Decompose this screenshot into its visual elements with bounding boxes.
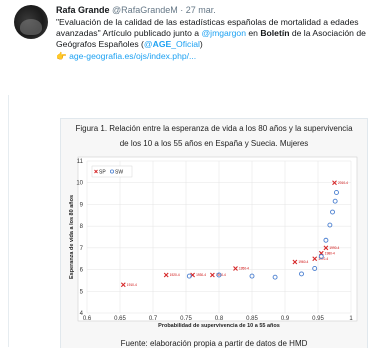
- sw-point: [323, 237, 329, 243]
- plot-area: [77, 156, 358, 322]
- tweet-text-line-3: Geógrafos Españoles (@AGE_Oficial): [56, 39, 361, 50]
- sp-point: 1910-4: [120, 282, 137, 288]
- sp-point: 2010-4: [332, 180, 348, 186]
- x-tick-label: 1: [349, 316, 353, 322]
- mention-bold: AGE: [152, 39, 172, 50]
- sw-point: [299, 271, 304, 277]
- sp-point: 1990-4: [323, 245, 340, 251]
- y-tick-label: 4: [80, 311, 84, 317]
- legend-box: [91, 165, 133, 178]
- x-tick-label: 0.8: [215, 316, 224, 322]
- sw-point: [312, 266, 318, 271]
- author-handle[interactable]: @RafaGrandeM: [112, 5, 178, 15]
- text-fragment: avanzadas" Artículo publicado junto a: [56, 28, 202, 39]
- legend-marker: [110, 169, 115, 174]
- text-fragment: de la Asociación de: [289, 28, 366, 39]
- point-label: 1980-4: [325, 251, 335, 255]
- point-label: 1950-4: [239, 267, 249, 271]
- point-label: 2010-4: [338, 181, 348, 185]
- sp-point: 1920-4: [163, 272, 180, 278]
- sw-point: [249, 273, 255, 279]
- mention-link[interactable]: @AGE_Oficial: [144, 39, 200, 49]
- x-tick-label: 0.75: [180, 316, 192, 322]
- sp-point: 1970-4: [312, 256, 328, 262]
- text-fragment: en: [246, 28, 261, 39]
- tweet-text-line-1: "Evaluación de la calidad de las estadís…: [56, 17, 359, 27]
- point-label: 1920-4: [170, 273, 180, 277]
- mention-link[interactable]: @jmgargon: [201, 28, 246, 39]
- sp-marker-stroke: [332, 180, 337, 186]
- y-tick-label: 11: [77, 159, 84, 165]
- sw-point: [318, 254, 324, 259]
- header-separator: ·: [177, 5, 186, 15]
- point-label: 1990-4: [329, 246, 339, 250]
- legend: SP SW: [91, 165, 133, 178]
- sw-point: [272, 274, 278, 280]
- y-tick-label: 7: [80, 246, 84, 252]
- sp-marker-stroke: [163, 272, 169, 278]
- avatar[interactable]: [14, 5, 48, 39]
- x-tick-label: 0.6: [83, 316, 92, 322]
- sw-point: [327, 222, 333, 228]
- point-label: 1910-4: [127, 283, 137, 287]
- sp-marker-stroke: [323, 245, 329, 251]
- legend-label: SW: [115, 170, 123, 176]
- sw-point: [330, 209, 335, 215]
- figure-caption-line-2: de los 10 a los 55 años en España y Suec…: [119, 139, 309, 148]
- sp-marker-stroke: [292, 259, 298, 265]
- mention-rest: _Oficial: [171, 39, 200, 50]
- x-tick-label: 0.95: [312, 316, 324, 322]
- y-tick-label: 10: [76, 181, 83, 187]
- tweet-text-line-2: avanzadas" Artículo publicado junto a @j…: [56, 28, 366, 39]
- sp-marker-stroke: [312, 256, 318, 262]
- mention-at: @: [143, 39, 153, 50]
- sp-marker-stroke: [210, 272, 215, 278]
- y-tick-label: 8: [80, 224, 84, 230]
- point-label: 1970-4: [318, 257, 328, 261]
- tweet-header: Rafa Grande @RafaGrandeM · 27 mar.: [56, 5, 216, 15]
- legend-label: SP: [99, 170, 106, 176]
- sp-point: 1960-4: [292, 259, 309, 265]
- text-bold: Boletín: [260, 28, 290, 39]
- x-tick-label: 0.7: [149, 316, 158, 322]
- sp-marker-stroke: [233, 266, 238, 271]
- tweet-text: "Evaluación de la calidad de las estadís…: [56, 17, 366, 62]
- x-tick-label: 0.9: [281, 316, 290, 322]
- figure-caption-line-1: Figura 1. Relación entre la esperanza de…: [75, 124, 353, 133]
- sw-point: [216, 272, 222, 278]
- sp-marker-stroke: [120, 282, 126, 288]
- y-axis-label: Esperanza de vida a los 80 años: [69, 195, 75, 279]
- sw-point: [332, 198, 338, 204]
- sw-point: [186, 273, 192, 279]
- sp-point: 1950-4: [233, 266, 249, 271]
- legend-marker: [94, 169, 98, 174]
- sw-point: [334, 190, 339, 195]
- text-fragment: ): [199, 39, 203, 50]
- x-axis-label: Probabilidad de supervivencia de 10 a 55…: [158, 323, 280, 329]
- figure-source: Fuente: elaboración propia a partir de d…: [120, 339, 308, 348]
- media-card[interactable]: Figura 1. Relación entre la esperanza de…: [60, 118, 368, 348]
- tweet-text-line-4: 👉 age-geografia.es/ojs/index.php/...: [56, 51, 361, 62]
- y-tick-label: 6: [80, 268, 84, 274]
- point-label: 1930-4: [196, 273, 206, 277]
- tick-labels: 4 5 6 7 8 9 10 11 0.6 0.65 0.7 0.75 0.8 0.85 0.9 0.95 1: [76, 159, 353, 322]
- x-tick-label: 0.85: [246, 316, 258, 322]
- point-label: 1960-4: [298, 260, 308, 264]
- tweet-time[interactable]: 27 mar.: [185, 5, 216, 15]
- text-fragment: Geógrafos Españoles (: [56, 39, 144, 50]
- thread-line: [8, 95, 9, 347]
- y-tick-label: 9: [80, 202, 84, 208]
- y-tick-label: 5: [80, 289, 84, 295]
- article-url-link[interactable]: age-geografia.es/ojs/index.php/...: [69, 50, 197, 61]
- author-name[interactable]: Rafa Grande: [56, 5, 110, 15]
- pointing-hand-icon: 👉: [56, 50, 67, 61]
- x-tick-label: 0.65: [114, 316, 126, 322]
- grid: [86, 160, 352, 314]
